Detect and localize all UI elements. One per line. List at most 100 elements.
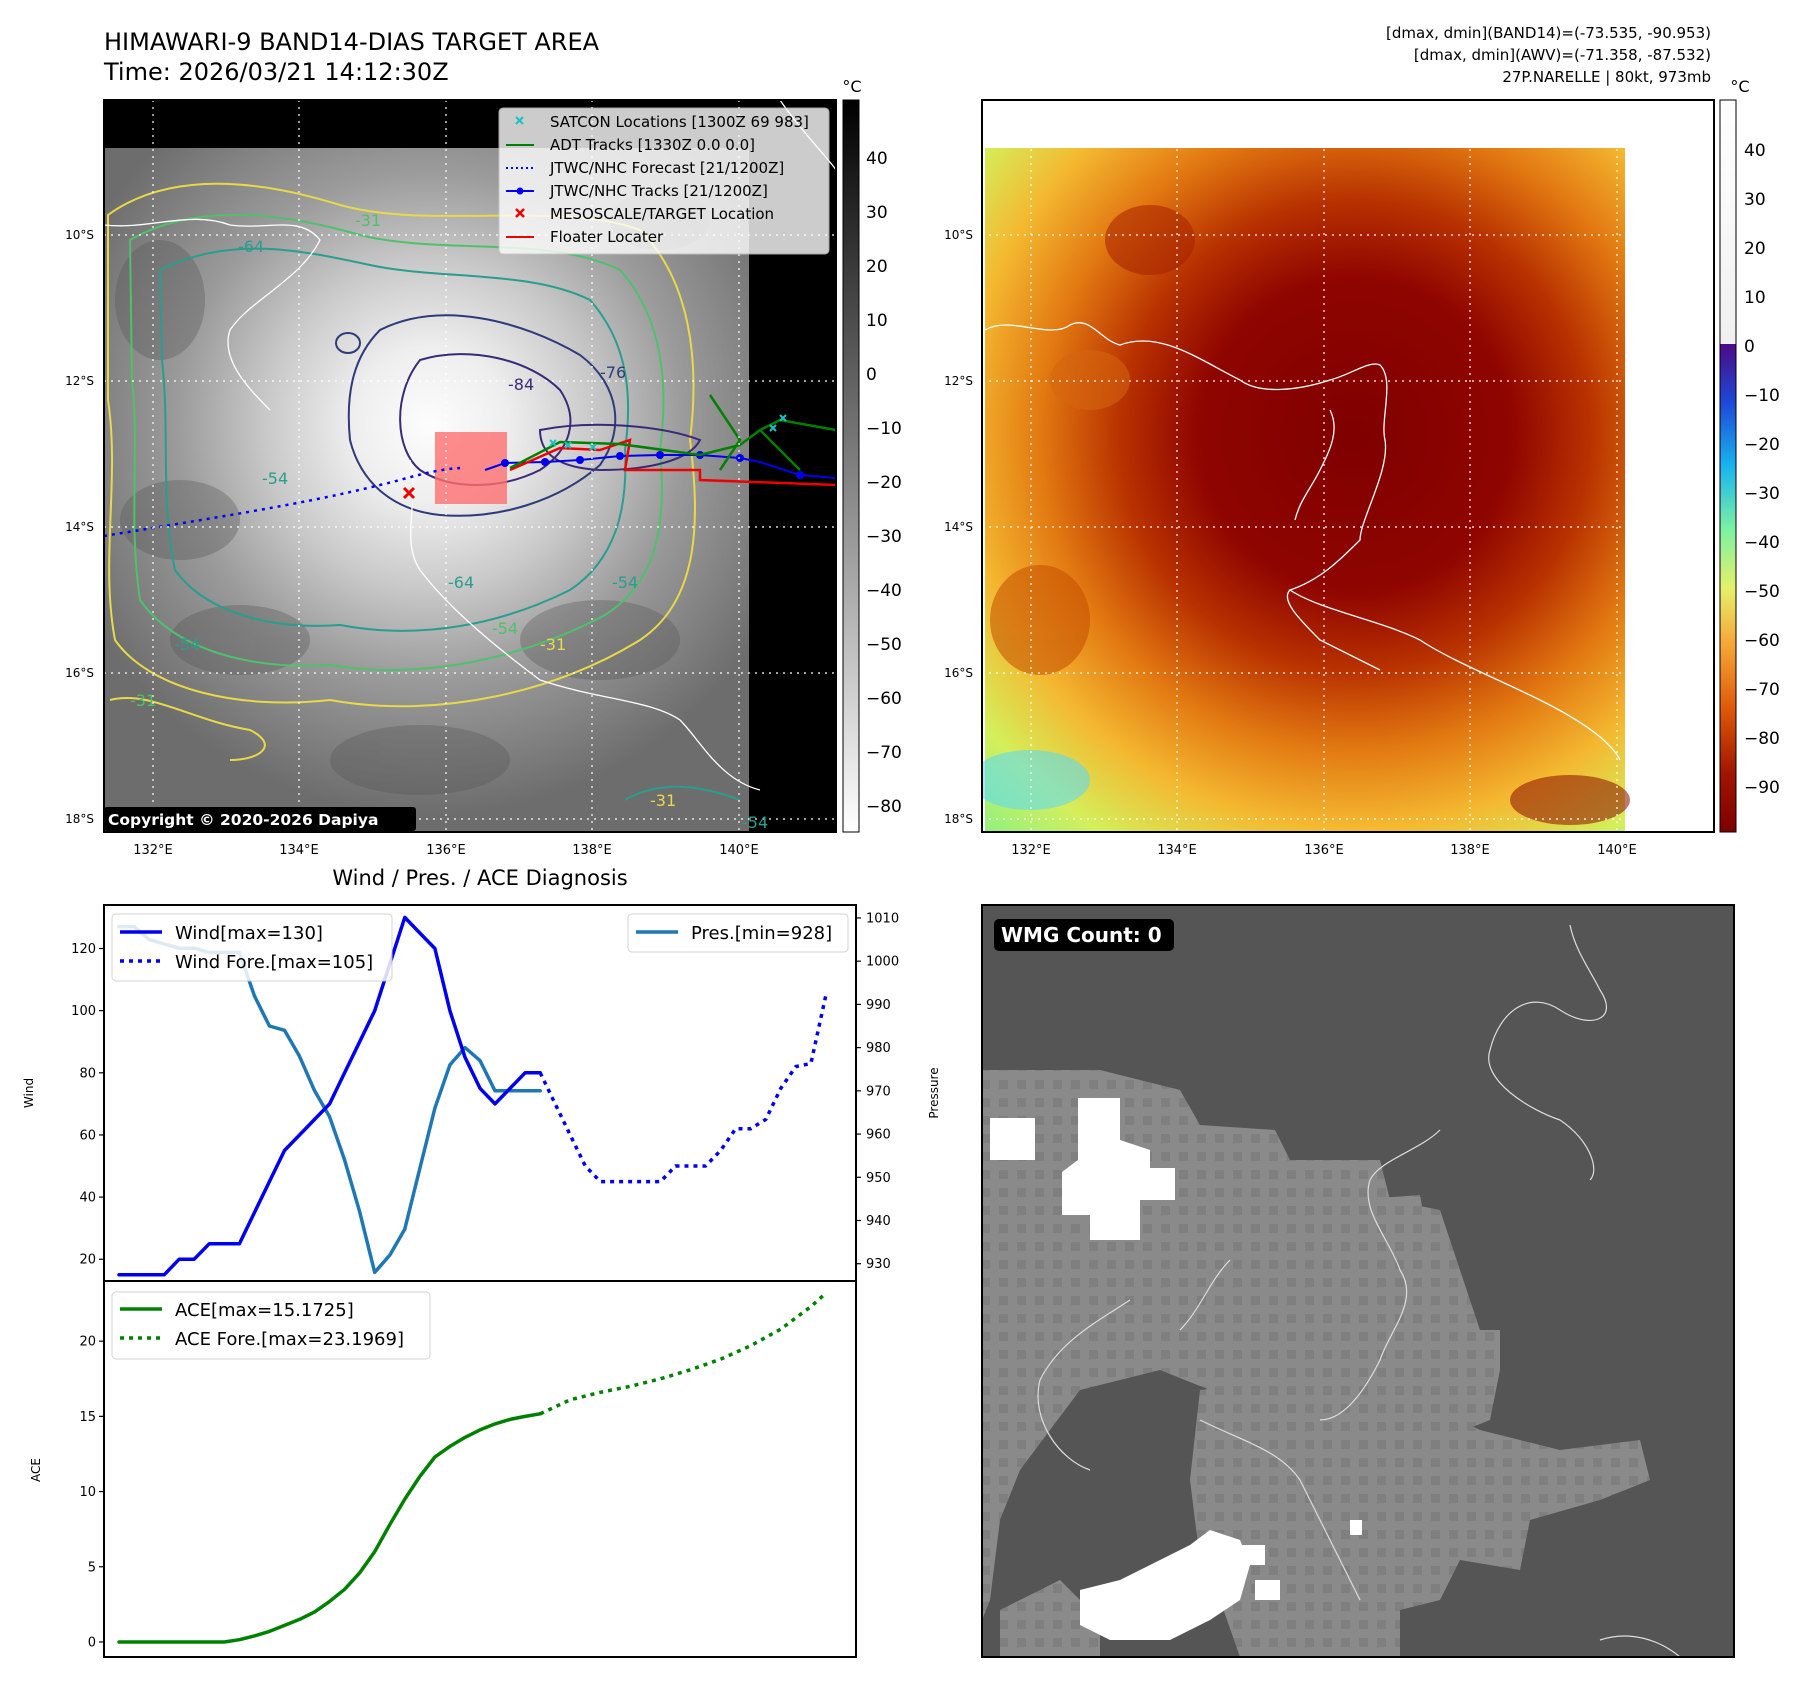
awv-colorbar-ramp [1720,344,1736,832]
lat-label: 18°S [65,812,94,826]
contour-label: -54 [742,813,768,832]
contour-cell [335,332,361,354]
y-tick-label: 930 [866,1257,891,1272]
awv-gridlines [982,100,1714,832]
contour-yellow [107,182,696,708]
lat-label: 14°S [65,520,94,534]
contour-label: -54 [492,619,518,638]
pressure-ylabel: Pressure [927,1067,941,1118]
wind-legend-box [111,913,393,982]
legend-tracks-label: JTWC/NHC Tracks [21/1200Z] [549,182,768,200]
contour-southeast [624,785,741,801]
colorbar-tick: 0 [1744,337,1755,357]
colorbar-tick: −60 [1744,631,1780,651]
y-tick-label: 60 [79,1128,96,1143]
colorbar-tick: −50 [866,635,902,655]
diagnosis-title: Wind / Pres. / ACE Diagnosis [332,866,627,890]
contour-label: -31 [540,635,566,654]
info-storm: 27P.NARELLE | 80kt, 973mb [1502,68,1711,86]
ace-yaxis: 0 5 10 15 20 [79,1335,104,1650]
pressure-yaxis: 930 940 950 960 970 980 990 1000 1010 [856,911,899,1272]
lat-label: 14°S [944,520,973,534]
colorbar-tick: −40 [866,581,902,601]
awv-colorbar-unit: °C [1730,77,1749,96]
lon-label: 138°E [1450,843,1490,858]
colorbar-tick: −10 [866,419,902,439]
figure-time: Time: 2026/03/21 14:12:30Z [103,58,449,86]
wmg-region-east [1350,1195,1430,1280]
contour-label: -31 [355,211,381,230]
legend-adt-label: ADT Tracks [1330Z 0.0 0.0] [550,136,755,154]
ir-colorbar: °C 40 30 20 10 0 −10 −20 −30 −40 −50 −60… [842,77,902,833]
ace-legend-box [111,1291,431,1360]
y-tick-label: 0 [88,1635,96,1650]
wind-legend-label: Wind[max=130] [175,923,323,944]
ace-ylabel: ACE [29,1458,43,1482]
colorbar-tick: −60 [866,689,902,709]
info-band14: [dmax, dmin](BAND14)=(-73.535, -90.953) [1386,24,1711,42]
ir-colorbar-ramp [842,99,860,833]
figure-title: HIMAWARI-9 BAND14-DIAS TARGET AREA [104,28,600,56]
contour-label: -76 [600,363,626,382]
lon-label: 138°E [572,843,612,858]
pressure-legend-box [627,913,849,953]
ir-colorbar-ticks: 40 30 20 10 0 −10 −20 −30 −40 −50 −60 −7… [866,149,902,817]
ir-legend-box [498,107,830,255]
series-line-1 [117,915,542,1277]
contour-label: -54 [174,635,200,654]
awv-lat-labels: 10°S 12°S 14°S 16°S 18°S [944,228,973,826]
target-location-marker [402,486,416,500]
colorbar-tick: −80 [866,797,902,817]
colorbar-tick: −20 [866,473,902,493]
y-tick-label: 990 [866,998,891,1013]
awv-colorbar-ticks: 40 30 20 10 0 −10 −20 −30 −40 −50 −60 −7… [1744,141,1780,798]
y-tick-label: 970 [866,1084,891,1099]
legend-forecast-label: JTWC/NHC Forecast [21/1200Z] [549,159,784,177]
wmg-panel: WMG Count: 0 [981,904,1735,1658]
y-tick-label: 960 [866,1128,891,1143]
contour-teal [158,247,630,632]
contour-label: -31 [650,791,676,810]
wind-legend: Wind[max=130] Wind Fore.[max=105] [111,913,393,982]
lon-label: 134°E [1157,843,1197,858]
awv-panel: 10°S 12°S 14°S 16°S 18°S 132°E 134°E 136… [944,77,1780,858]
coastline-ir-south [409,459,761,791]
contour-navy-inner [399,353,572,486]
wmg-coastline [1037,924,1681,1657]
colorbar-tick: −10 [1744,386,1780,406]
colorbar-tick: 40 [866,149,888,169]
wmg-count-badge [994,919,1174,951]
colorbar-tick: 20 [1744,239,1766,259]
awv-frame [981,99,1715,833]
colorbar-tick: 30 [866,203,888,223]
ir-lon-labels: 132°E 134°E 136°E 138°E 140°E [133,843,759,858]
contour-label: -64 [238,237,264,256]
contour-label: -84 [508,375,534,394]
y-tick-label: 20 [79,1253,96,1268]
contour-green [128,213,665,671]
y-tick-label: 20 [79,1335,96,1350]
wmg-count-label: WMG Count: 0 [1001,923,1162,947]
lat-label: 16°S [65,666,94,680]
lon-label: 140°E [719,843,759,858]
wind-ylabel: Wind [22,1078,36,1108]
lon-label: 132°E [1011,843,1051,858]
legend-satcon-label: SATCON Locations [1300Z 69 983] [550,113,809,131]
colorbar-tick: −20 [1744,435,1780,455]
colorbar-tick: 0 [866,365,877,385]
colorbar-tick: −30 [866,527,902,547]
copyright-box [104,807,416,831]
wmg-white-cells [990,1098,1362,1640]
wind-yaxis: 20 40 60 80 100 120 [71,942,104,1268]
colorbar-tick: −50 [1744,582,1780,602]
ace-forecast-legend-label: ACE Fore.[max=23.1969] [175,1329,404,1350]
lat-label: 16°S [944,666,973,680]
lon-label: 132°E [133,843,173,858]
contour-navy-outer [347,314,617,517]
info-awv: [dmax, dmin](AWV)=(-71.358, -87.532) [1414,46,1711,64]
y-tick-label: 40 [79,1191,96,1206]
ace-legend-label: ACE[max=15.1725] [175,1300,354,1321]
y-tick-label: 1000 [866,955,899,970]
wmg-region-south [1190,1380,1650,1657]
